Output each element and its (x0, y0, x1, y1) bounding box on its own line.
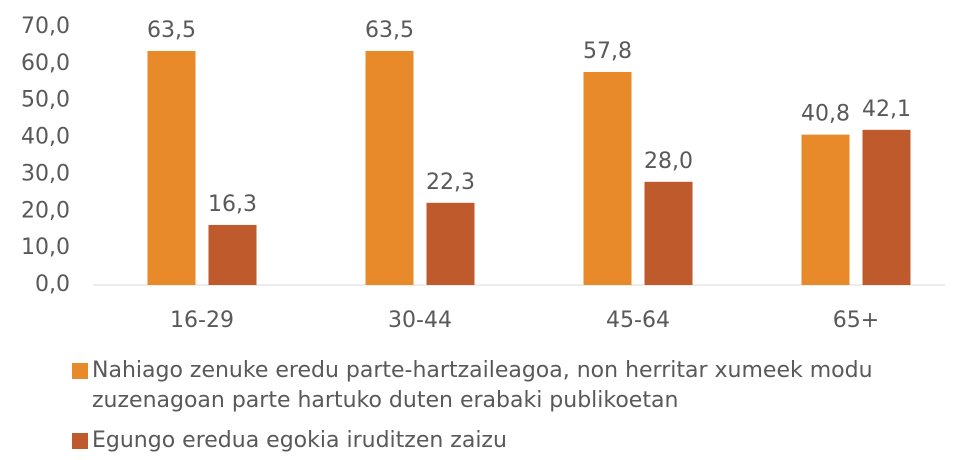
data-label: 16,3 (208, 192, 257, 217)
legend-label: Nahiago zenuke eredu parte-hartzaileagoa… (92, 358, 873, 413)
legend-swatch (72, 433, 88, 449)
data-label: 42,1 (862, 97, 911, 122)
legend-item: Nahiago zenuke eredu parte-hartzaileagoa… (72, 356, 942, 416)
data-label: 22,3 (426, 170, 475, 195)
bar (801, 134, 850, 285)
y-tick-label: 40,0 (21, 125, 70, 150)
y-tick-label: 70,0 (21, 14, 70, 39)
legend-label: Egungo eredua egokia iruditzen zaizu (92, 428, 507, 453)
data-label: 57,8 (583, 39, 632, 64)
data-label: 63,5 (147, 18, 196, 43)
data-label: 28,0 (644, 149, 693, 174)
bar (147, 50, 196, 286)
legend-swatch (72, 363, 88, 379)
bar (583, 71, 632, 285)
x-tick-label: 45-64 (606, 308, 670, 333)
data-label: 40,8 (801, 102, 850, 127)
bar (426, 202, 475, 285)
y-tick-label: 0,0 (35, 272, 70, 297)
x-tick-label: 30-44 (388, 308, 452, 333)
bar (365, 50, 414, 286)
y-tick-label: 50,0 (21, 88, 70, 113)
y-tick-label: 30,0 (21, 161, 70, 186)
bar (644, 181, 693, 285)
legend: Nahiago zenuke eredu parte-hartzaileagoa… (72, 356, 942, 460)
y-tick-label: 60,0 (21, 51, 70, 76)
x-tick-label: 65+ (833, 308, 879, 333)
data-label: 63,5 (365, 18, 414, 43)
bar (862, 129, 911, 285)
y-tick-label: 10,0 (21, 235, 70, 260)
y-tick-label: 20,0 (21, 198, 70, 223)
x-tick-label: 16-29 (170, 308, 234, 333)
legend-item: Egungo eredua egokia iruditzen zaizu (72, 426, 942, 456)
bar (208, 224, 257, 285)
